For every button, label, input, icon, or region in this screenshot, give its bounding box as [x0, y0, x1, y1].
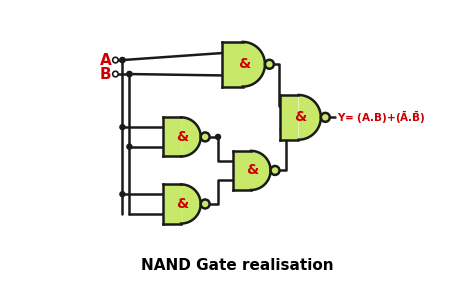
Wedge shape — [251, 151, 271, 190]
Circle shape — [120, 58, 125, 63]
Circle shape — [127, 72, 132, 77]
Circle shape — [271, 166, 280, 175]
Wedge shape — [181, 117, 201, 156]
Wedge shape — [299, 95, 321, 140]
Circle shape — [127, 72, 132, 77]
Circle shape — [201, 133, 210, 141]
Text: &: & — [176, 197, 189, 211]
Wedge shape — [181, 184, 201, 223]
Text: B: B — [100, 66, 111, 82]
Text: A: A — [100, 52, 111, 68]
Circle shape — [127, 144, 132, 149]
Text: &: & — [294, 110, 306, 124]
Text: &: & — [238, 57, 250, 71]
Circle shape — [113, 71, 118, 77]
Circle shape — [113, 57, 118, 63]
Circle shape — [201, 200, 210, 208]
Circle shape — [265, 60, 274, 69]
Text: NAND Gate realisation: NAND Gate realisation — [141, 258, 333, 273]
Polygon shape — [163, 184, 181, 223]
Polygon shape — [163, 117, 181, 156]
Circle shape — [120, 125, 125, 130]
Text: &: & — [176, 130, 189, 144]
Text: Y= (A.B)+($\mathregular{\bar{A}}$.$\mathregular{\bar{B}}$): Y= (A.B)+($\mathregular{\bar{A}}$.$\math… — [337, 109, 425, 126]
Circle shape — [321, 113, 330, 122]
Text: &: & — [246, 163, 258, 178]
Wedge shape — [243, 42, 265, 87]
Polygon shape — [280, 95, 299, 140]
Polygon shape — [233, 151, 251, 190]
Polygon shape — [222, 42, 243, 87]
Circle shape — [216, 135, 220, 139]
Circle shape — [120, 58, 125, 63]
Circle shape — [120, 192, 125, 197]
